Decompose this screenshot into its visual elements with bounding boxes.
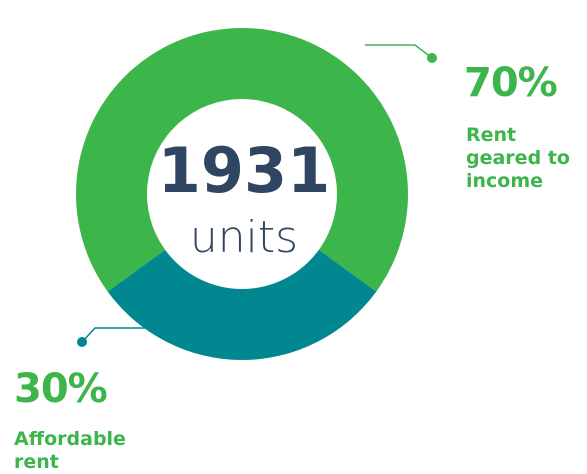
value-label: 30% (14, 366, 108, 412)
leader-dot (427, 53, 437, 63)
slice (75, 27, 409, 292)
category-label: Rent geared to income (466, 124, 570, 192)
leader-line (81, 327, 145, 343)
value-label: 70% (464, 60, 558, 106)
leader-line (365, 44, 433, 59)
leader-dot (77, 337, 87, 347)
slice (107, 249, 377, 360)
slices (75, 27, 409, 360)
center-label: units (190, 212, 298, 263)
category-label: Affordable rent (14, 428, 126, 473)
center-value: 1931 (158, 134, 331, 207)
